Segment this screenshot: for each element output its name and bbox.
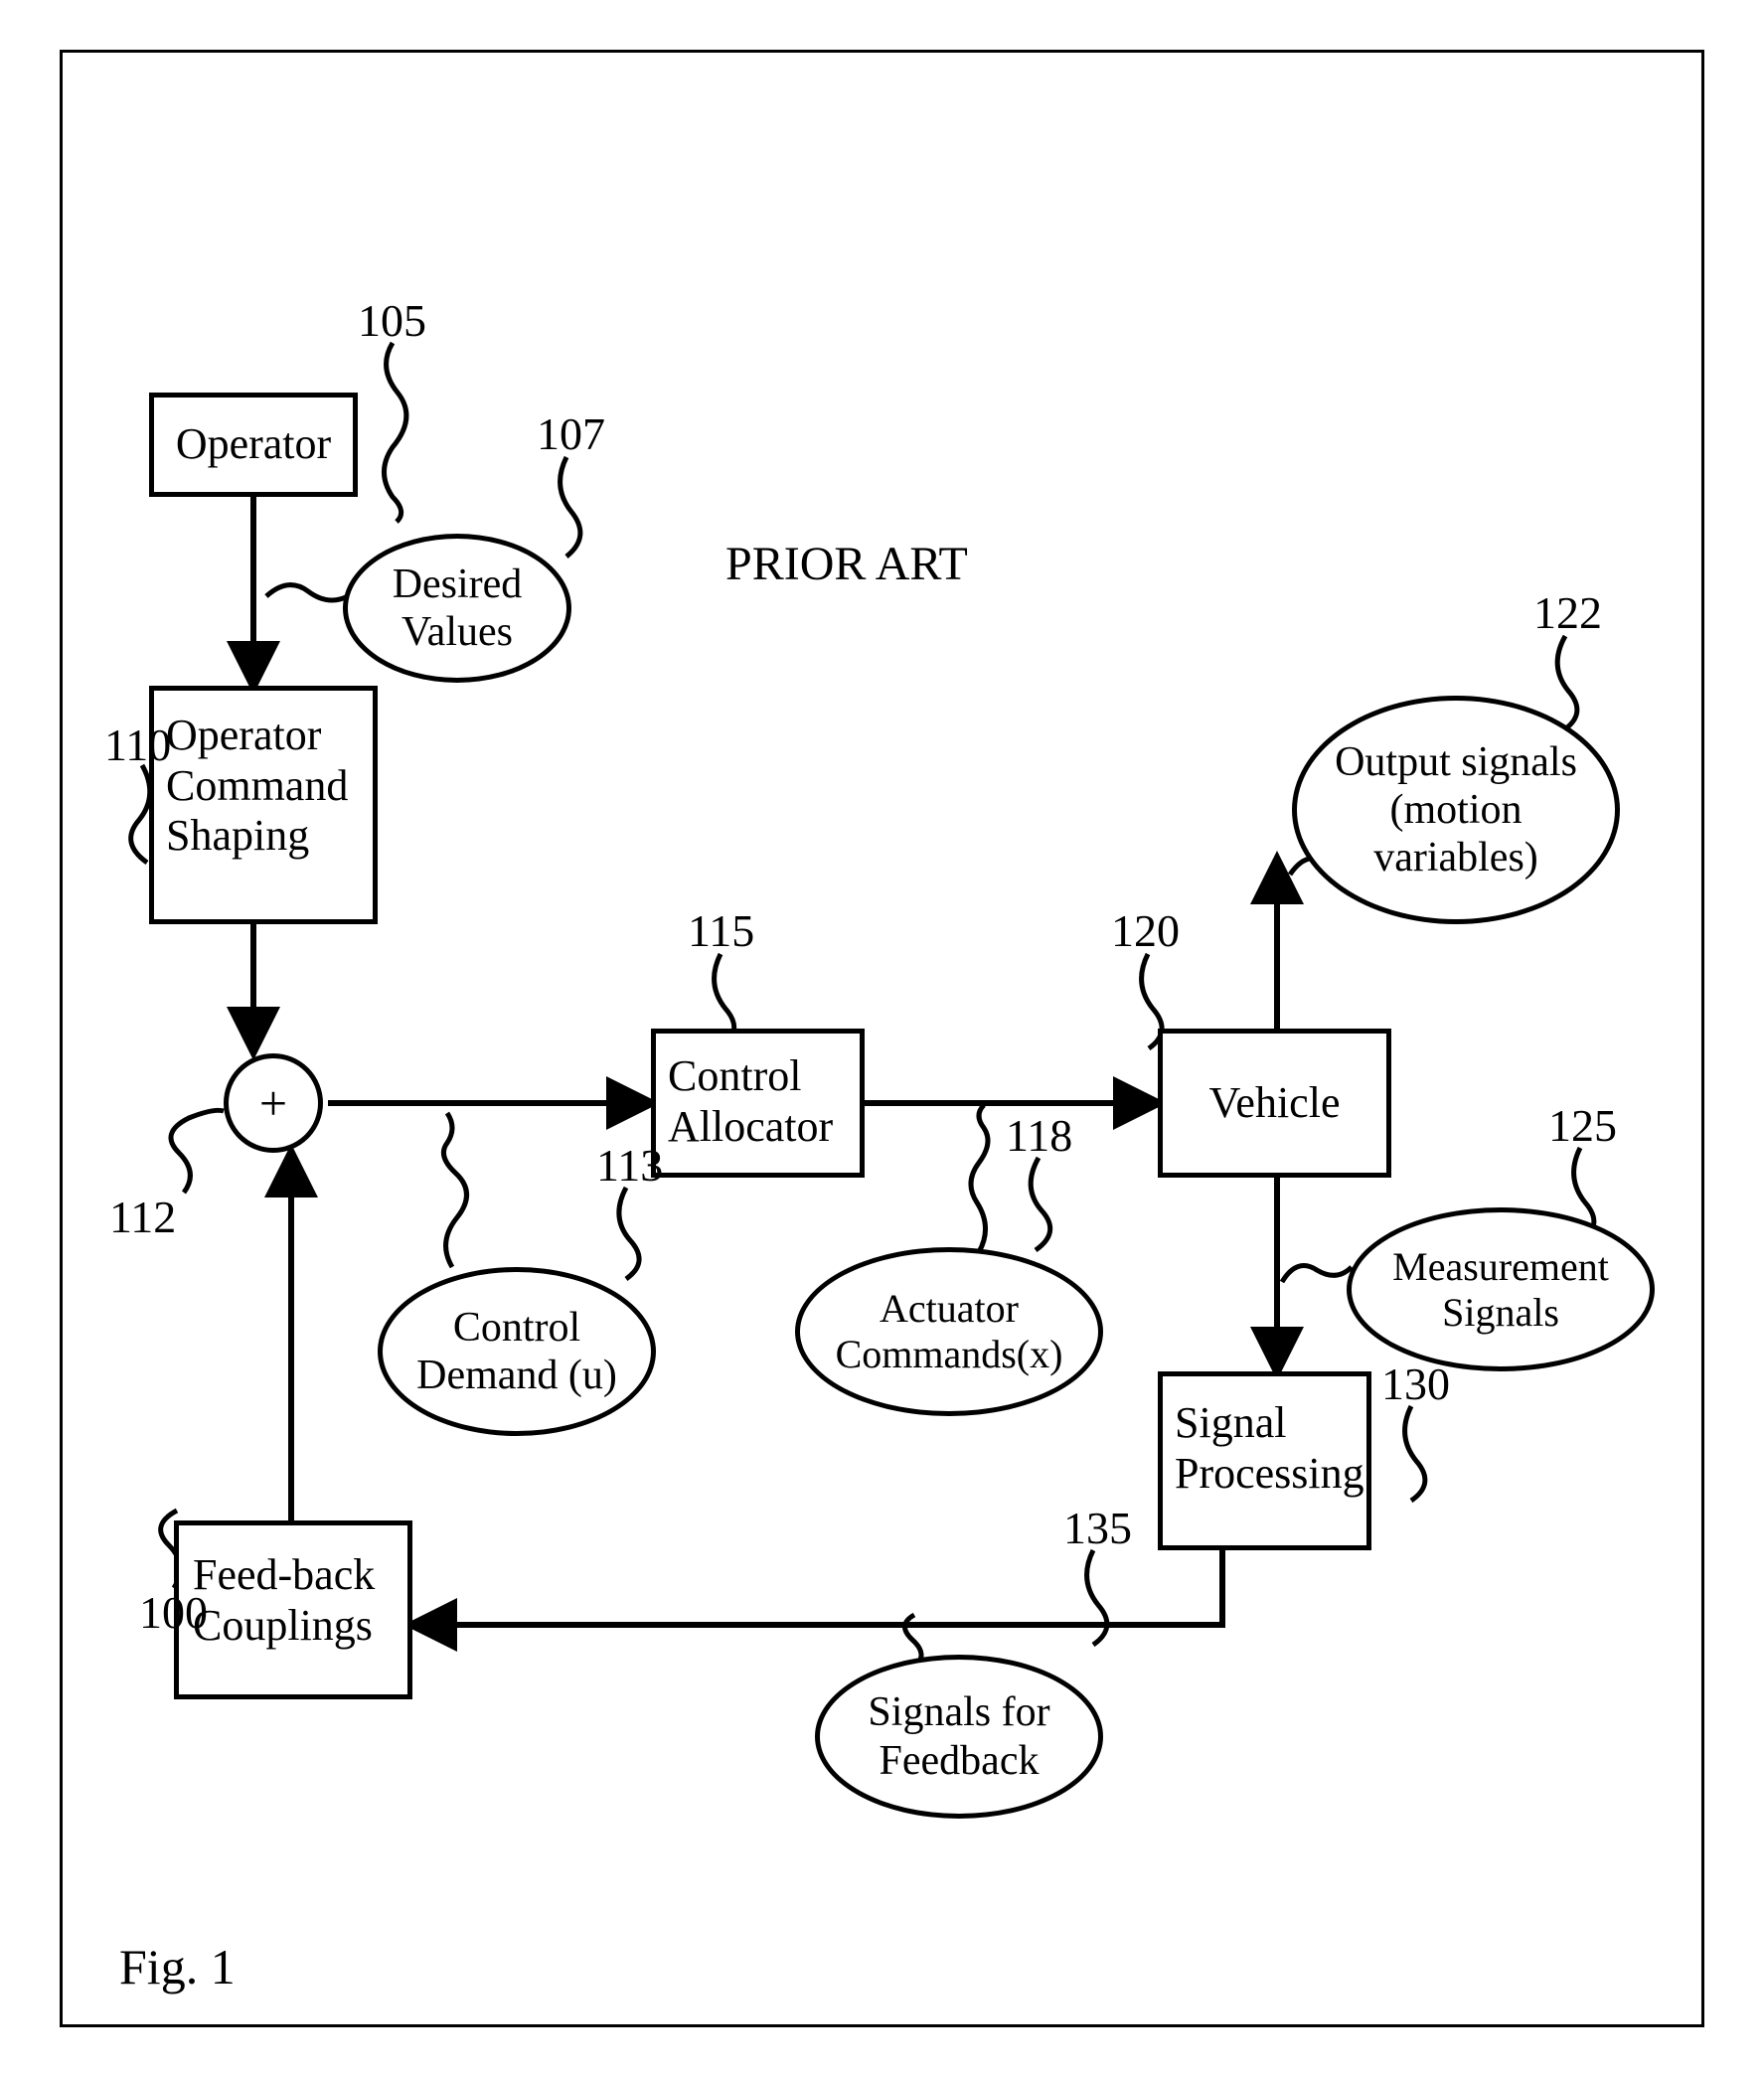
ref-130: 130 xyxy=(1381,1359,1450,1410)
desired-values-ellipse: Desired Values xyxy=(343,534,571,683)
vehicle-box: Vehicle xyxy=(1158,1029,1391,1178)
output-signals-ellipse: Output signals (motion variables) xyxy=(1292,696,1620,924)
ref-100: 100 xyxy=(139,1588,208,1639)
signals-feedback-ellipse: Signals for Feedback xyxy=(815,1655,1103,1819)
signal-processing-box: Signal Processing xyxy=(1158,1371,1371,1550)
operator-command-shaping-box: Operator Command Shaping xyxy=(149,686,378,924)
diagram-canvas: PRIOR ART Operator Operator Command Shap… xyxy=(0,0,1764,2076)
figure-caption: Fig. 1 xyxy=(119,1938,236,1996)
ref-105: 105 xyxy=(358,296,426,347)
measurement-signals-ellipse: Measurement Signals xyxy=(1347,1207,1655,1371)
control-demand-ellipse: Control Demand (u) xyxy=(378,1267,656,1436)
ref-113: 113 xyxy=(596,1141,663,1192)
control-allocator-box: Control Allocator xyxy=(651,1029,865,1178)
ref-125: 125 xyxy=(1548,1101,1617,1152)
ref-120: 120 xyxy=(1111,906,1180,957)
sum-node: + xyxy=(224,1053,323,1153)
operator-box: Operator xyxy=(149,393,358,497)
ref-107: 107 xyxy=(537,409,605,460)
feedback-couplings-box: Feed-back Couplings xyxy=(174,1520,412,1699)
ref-115: 115 xyxy=(688,906,754,957)
ref-112: 112 xyxy=(109,1193,176,1243)
ref-110: 110 xyxy=(104,720,171,771)
ref-122: 122 xyxy=(1533,588,1602,639)
prior-art-title: PRIOR ART xyxy=(725,537,968,591)
ref-118: 118 xyxy=(1006,1111,1072,1162)
actuator-commands-ellipse: Actuator Commands(x) xyxy=(795,1247,1103,1416)
ref-135: 135 xyxy=(1063,1504,1132,1554)
